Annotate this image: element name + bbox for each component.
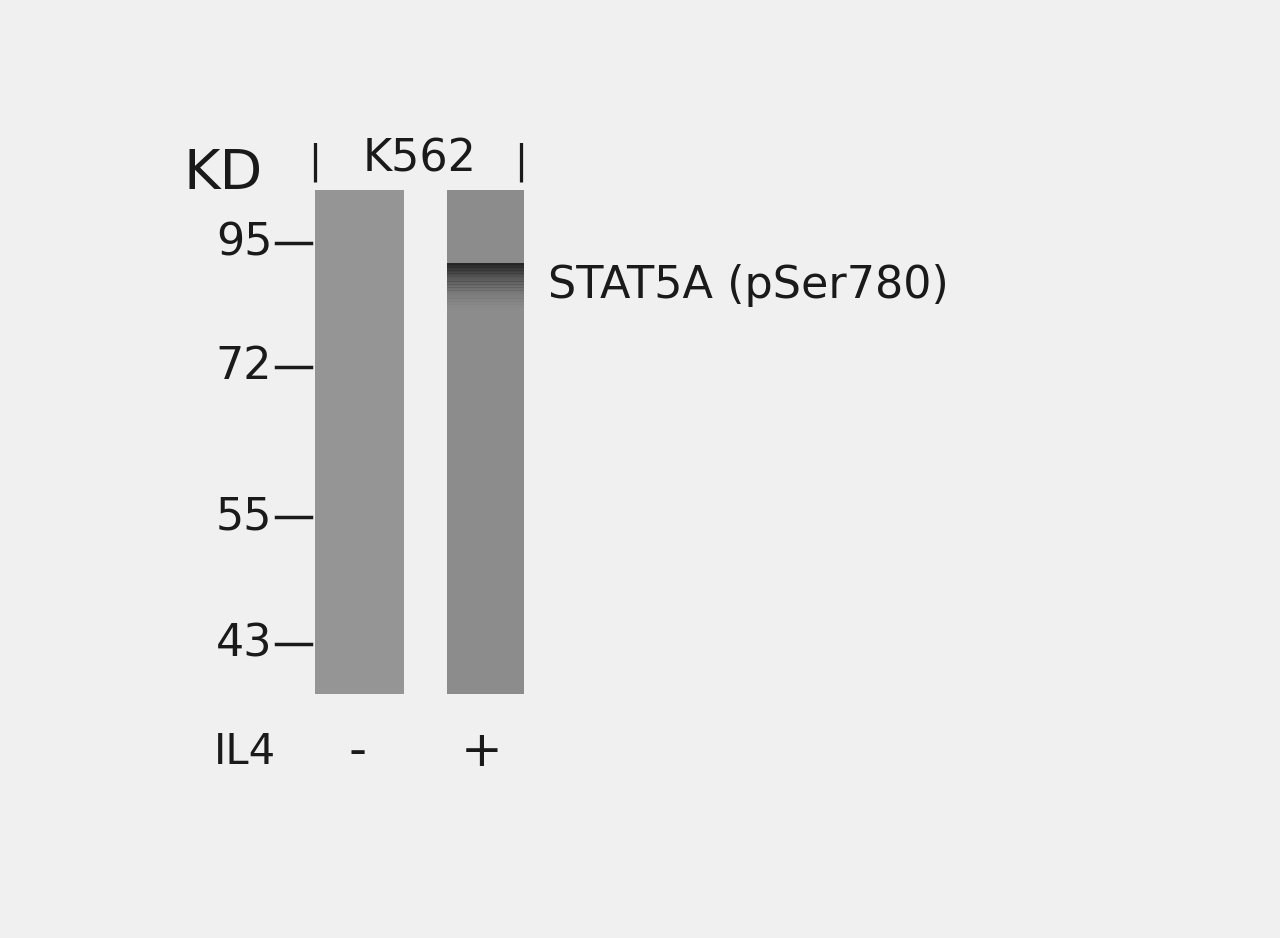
- Text: +: +: [461, 728, 503, 776]
- Text: |: |: [308, 143, 321, 182]
- Text: |: |: [513, 143, 527, 182]
- Bar: [447, 287, 525, 289]
- Bar: [447, 308, 525, 310]
- Text: STAT5A (pSer780): STAT5A (pSer780): [548, 265, 948, 308]
- Text: 95: 95: [216, 222, 273, 265]
- Bar: [447, 265, 525, 267]
- Bar: [447, 263, 525, 265]
- Bar: [447, 294, 525, 295]
- Bar: [447, 269, 525, 271]
- Bar: [315, 189, 404, 694]
- Bar: [447, 281, 525, 283]
- Bar: [447, 275, 525, 277]
- Bar: [447, 278, 525, 280]
- Text: 43: 43: [216, 622, 273, 665]
- Bar: [447, 286, 525, 288]
- Text: K562: K562: [362, 137, 476, 180]
- Bar: [447, 301, 525, 303]
- Text: -: -: [348, 728, 366, 776]
- Bar: [447, 282, 525, 284]
- Bar: [447, 284, 525, 286]
- Bar: [447, 270, 525, 272]
- Bar: [447, 274, 525, 276]
- Bar: [447, 292, 525, 294]
- Bar: [447, 272, 525, 274]
- Text: IL4: IL4: [214, 731, 276, 773]
- Bar: [447, 304, 525, 306]
- Text: 55: 55: [216, 495, 273, 538]
- Bar: [447, 280, 525, 281]
- Bar: [447, 265, 525, 266]
- Bar: [447, 306, 525, 308]
- Bar: [447, 267, 525, 269]
- Bar: [447, 189, 525, 694]
- Bar: [447, 298, 525, 300]
- Bar: [447, 291, 525, 293]
- Bar: [447, 296, 525, 298]
- Bar: [447, 277, 525, 279]
- Bar: [447, 299, 525, 302]
- Text: 72: 72: [216, 345, 273, 388]
- Text: KD: KD: [183, 147, 262, 202]
- Bar: [447, 289, 525, 291]
- Bar: [447, 303, 525, 305]
- Bar: [447, 295, 525, 297]
